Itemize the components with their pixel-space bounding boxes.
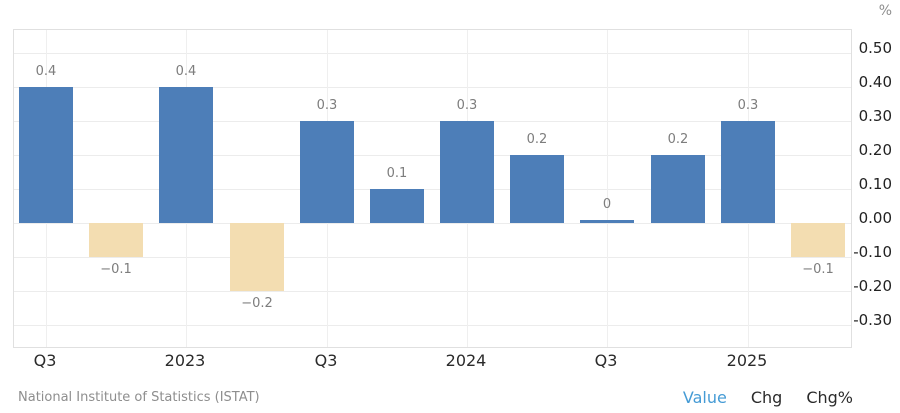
bar[interactable]: [159, 87, 213, 223]
x-axis-tick-label: Q3: [33, 351, 57, 370]
horizontal-gridline: [14, 257, 851, 258]
bar-value-label: 0.2: [526, 132, 548, 147]
horizontal-gridline: [14, 155, 851, 156]
vertical-gridline: [607, 30, 608, 347]
plot-area: 0.4 −0.1 0.4 −0.2 0.3 0.1 0.3 0.2 0 0.2 0.3 −0.1: [13, 29, 852, 348]
y-axis-unit-label: %: [878, 3, 892, 19]
horizontal-gridline: [14, 87, 851, 88]
y-axis-tick-label: 0.00: [858, 209, 892, 227]
bar[interactable]: [370, 189, 424, 223]
y-axis-tick-label: 0.30: [858, 107, 892, 125]
horizontal-gridline: [14, 53, 851, 54]
bar-value-label: 0.3: [737, 98, 759, 113]
y-axis-tick-label: 0.20: [858, 141, 892, 159]
bar-value-label: 0.4: [35, 64, 57, 79]
y-axis-tick-label: -0.10: [853, 243, 892, 261]
horizontal-gridline: [14, 189, 851, 190]
bar[interactable]: [440, 121, 494, 223]
x-axis-tick-label: Q3: [314, 351, 338, 370]
bar-value-label: 0.3: [316, 98, 338, 113]
display-mode-tabs: Value Chg Chg%: [683, 387, 853, 408]
bar-value-label: 0.4: [175, 64, 197, 79]
mode-tab-chgpct[interactable]: Chg%: [806, 388, 853, 407]
horizontal-gridline: [14, 291, 851, 292]
horizontal-gridline: [14, 223, 851, 224]
bar[interactable]: [791, 223, 845, 257]
y-axis-tick-label: 0.50: [858, 39, 892, 57]
y-axis-tick-label: 0.40: [858, 73, 892, 91]
horizontal-gridline: [14, 121, 851, 122]
y-axis-tick-label: 0.10: [858, 175, 892, 193]
bar[interactable]: [19, 87, 73, 223]
bar[interactable]: [651, 155, 705, 223]
y-axis-tick-label: -0.30: [853, 311, 892, 329]
bar[interactable]: [721, 121, 775, 223]
bar-value-label: 0.3: [456, 98, 478, 113]
source-attribution: National Institute of Statistics (ISTAT): [18, 390, 260, 405]
bar-value-label: −0.1: [802, 262, 834, 277]
horizontal-gridline: [14, 325, 851, 326]
y-axis-tick-label: -0.20: [853, 277, 892, 295]
bar-value-label: 0: [602, 197, 612, 212]
bar-value-label: −0.1: [100, 262, 132, 277]
x-axis-tick-label: 2023: [164, 351, 206, 370]
mode-tab-value[interactable]: Value: [682, 388, 727, 407]
x-axis-tick-label: Q3: [594, 351, 618, 370]
bar[interactable]: [230, 223, 284, 291]
bar[interactable]: [580, 220, 634, 223]
bar[interactable]: [510, 155, 564, 223]
bar[interactable]: [89, 223, 143, 257]
x-axis-tick-label: 2025: [726, 351, 768, 370]
bar-value-label: 0.2: [667, 132, 689, 147]
mode-tab-chg[interactable]: Chg: [750, 388, 783, 407]
x-axis-tick-label: 2024: [445, 351, 487, 370]
bar-value-label: 0.1: [386, 166, 408, 181]
bar-value-label: −0.2: [241, 296, 273, 311]
bar[interactable]: [300, 121, 354, 223]
